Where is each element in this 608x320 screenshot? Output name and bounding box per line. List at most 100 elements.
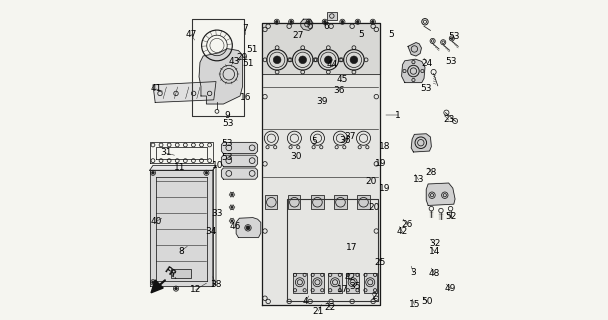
- Text: 14: 14: [429, 247, 440, 256]
- Polygon shape: [262, 23, 379, 74]
- Text: 17: 17: [346, 244, 358, 252]
- Text: 40: 40: [150, 217, 162, 226]
- Circle shape: [275, 20, 278, 23]
- Text: 44: 44: [326, 60, 338, 69]
- Text: 5: 5: [358, 30, 364, 39]
- Polygon shape: [153, 82, 216, 102]
- Text: 30: 30: [290, 152, 302, 161]
- Text: 4: 4: [303, 297, 308, 306]
- Text: 36: 36: [339, 136, 351, 145]
- Text: 37: 37: [345, 132, 356, 141]
- Text: 19: 19: [379, 184, 390, 193]
- Text: 17: 17: [337, 285, 349, 294]
- Text: 12: 12: [190, 285, 201, 294]
- Text: 33: 33: [211, 209, 223, 218]
- Text: 6: 6: [323, 22, 330, 31]
- Circle shape: [231, 220, 233, 222]
- Bar: [364, 273, 377, 293]
- Polygon shape: [151, 280, 163, 293]
- Text: 53: 53: [221, 153, 233, 162]
- Circle shape: [151, 281, 154, 284]
- Text: 51: 51: [246, 45, 258, 54]
- Text: 42: 42: [345, 273, 356, 282]
- Text: 25: 25: [375, 258, 386, 267]
- Text: 53: 53: [421, 84, 432, 93]
- Polygon shape: [301, 19, 313, 30]
- Text: 18: 18: [379, 142, 390, 151]
- Bar: [265, 195, 277, 210]
- Text: 31: 31: [160, 148, 171, 157]
- Polygon shape: [199, 49, 243, 104]
- Text: 11: 11: [174, 163, 185, 172]
- Text: 10: 10: [212, 161, 223, 170]
- Text: 7: 7: [242, 24, 247, 33]
- Text: 3: 3: [410, 268, 416, 277]
- Text: 50: 50: [421, 297, 433, 306]
- Text: 46: 46: [229, 222, 241, 231]
- Bar: [311, 273, 324, 293]
- Text: 29: 29: [236, 53, 247, 62]
- Polygon shape: [221, 168, 258, 179]
- Circle shape: [299, 56, 306, 64]
- Polygon shape: [221, 155, 258, 166]
- Text: 15: 15: [409, 300, 420, 309]
- Text: 43: 43: [229, 57, 240, 66]
- Text: 13: 13: [413, 175, 424, 184]
- Bar: [171, 269, 191, 278]
- Text: 2: 2: [371, 292, 376, 301]
- Text: 20: 20: [368, 203, 380, 212]
- Bar: [192, 19, 244, 116]
- Text: 16: 16: [240, 93, 252, 102]
- Text: 48: 48: [429, 269, 440, 278]
- Bar: [192, 19, 244, 116]
- Bar: [328, 273, 342, 293]
- Text: FR.: FR.: [162, 265, 181, 281]
- Text: 53: 53: [222, 119, 233, 128]
- Text: 38: 38: [210, 280, 222, 289]
- Circle shape: [174, 287, 178, 290]
- Text: 9: 9: [224, 111, 230, 120]
- Polygon shape: [221, 142, 258, 154]
- Text: 32: 32: [429, 239, 440, 248]
- Polygon shape: [236, 218, 261, 237]
- Text: 21: 21: [313, 307, 324, 316]
- Text: 53: 53: [446, 57, 457, 66]
- Text: 24: 24: [421, 59, 433, 68]
- Text: 22: 22: [325, 303, 336, 312]
- Circle shape: [356, 20, 359, 23]
- Circle shape: [308, 20, 310, 23]
- Polygon shape: [426, 183, 455, 205]
- Circle shape: [231, 206, 233, 208]
- Polygon shape: [411, 134, 431, 152]
- Text: 39: 39: [316, 97, 327, 106]
- Polygon shape: [408, 43, 421, 56]
- Bar: [288, 199, 378, 301]
- Text: 27: 27: [292, 31, 303, 40]
- Text: 5: 5: [388, 30, 394, 39]
- Bar: [334, 195, 347, 210]
- Text: 53: 53: [221, 139, 233, 148]
- Text: 8: 8: [178, 247, 184, 256]
- Text: 51: 51: [242, 59, 254, 68]
- Text: 47: 47: [185, 30, 197, 39]
- Polygon shape: [150, 170, 213, 286]
- Text: 49: 49: [445, 284, 456, 293]
- Text: 26: 26: [401, 220, 413, 229]
- Bar: [288, 195, 300, 210]
- Bar: [327, 12, 337, 20]
- Text: 1: 1: [395, 111, 401, 120]
- Text: 23: 23: [443, 116, 454, 124]
- Bar: [293, 273, 306, 293]
- Text: 35: 35: [349, 282, 361, 291]
- Circle shape: [323, 20, 326, 23]
- Circle shape: [350, 56, 358, 64]
- Text: 42: 42: [397, 228, 408, 236]
- Circle shape: [341, 20, 344, 23]
- Circle shape: [290, 20, 292, 23]
- Circle shape: [246, 226, 250, 230]
- Polygon shape: [150, 165, 216, 170]
- Text: 19: 19: [375, 159, 387, 168]
- Circle shape: [151, 172, 154, 174]
- Text: 52: 52: [445, 212, 456, 221]
- Text: 28: 28: [426, 168, 437, 177]
